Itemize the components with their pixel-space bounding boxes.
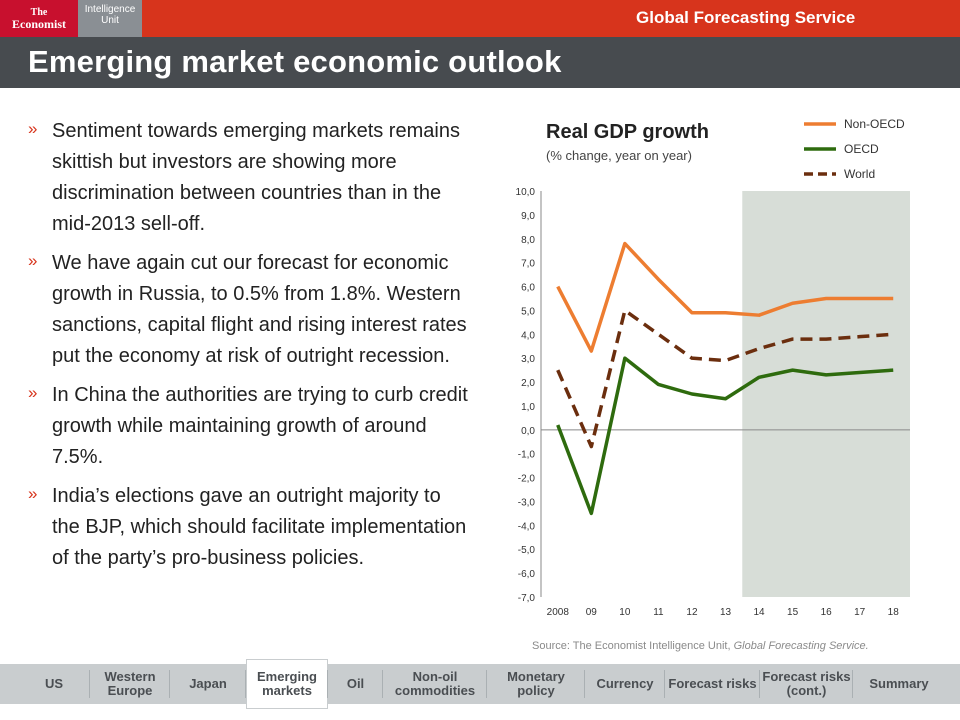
nav-divider bbox=[327, 670, 328, 698]
forecast-shade bbox=[742, 191, 910, 597]
nav-tab-forecast-risks-cont[interactable]: Forecast risks (cont.) bbox=[762, 669, 851, 698]
nav-divider bbox=[245, 670, 246, 698]
nav-divider bbox=[759, 670, 760, 698]
x-tick-label: 10 bbox=[619, 607, 631, 618]
bullet-marker-icon: » bbox=[28, 383, 38, 402]
y-tick-label: -1,0 bbox=[518, 450, 536, 461]
x-tick-label: 12 bbox=[686, 607, 698, 618]
page-title: Emerging market economic outlook bbox=[28, 44, 562, 79]
eiu-logo: Intelligence Unit bbox=[78, 0, 142, 37]
title-bar bbox=[0, 37, 960, 88]
y-tick-label: -3,0 bbox=[518, 497, 536, 508]
service-title: Global Forecasting Service bbox=[636, 8, 856, 27]
x-tick-label: 16 bbox=[821, 607, 833, 618]
x-tick-label: 14 bbox=[753, 607, 765, 618]
bullet-text: We have again cut our forecast for econo… bbox=[52, 252, 467, 367]
nav-tab-monetary-policy[interactable]: Monetary policy bbox=[507, 669, 565, 698]
nav-divider bbox=[584, 670, 585, 698]
y-tick-label: 2,0 bbox=[521, 378, 535, 389]
series-line-world bbox=[556, 308, 894, 449]
nav-tab-japan[interactable]: Japan bbox=[189, 676, 227, 691]
nav-divider bbox=[169, 670, 170, 698]
bullet-marker-icon: » bbox=[28, 251, 38, 270]
x-tick-label: 18 bbox=[888, 607, 900, 618]
nav-tab-us[interactable]: US bbox=[44, 676, 64, 691]
bullet-item: » In China the authorities are trying to… bbox=[28, 380, 468, 473]
y-tick-label: 9,0 bbox=[521, 211, 535, 222]
y-tick-label: -6,0 bbox=[518, 569, 536, 580]
bullet-text: Sentiment towards emerging markets remai… bbox=[52, 120, 460, 235]
x-tick-label: 17 bbox=[854, 607, 866, 618]
y-tick-label: -4,0 bbox=[518, 521, 536, 532]
section-nav-bar: US Western Europe Japan Emerging markets Oil… bbox=[0, 659, 960, 709]
chart-title: Real GDP growth bbox=[546, 121, 709, 143]
nav-tab-emerging-markets[interactable]: Emerging markets bbox=[246, 659, 328, 709]
bullet-list: » Sentiment towards emerging markets rem… bbox=[28, 116, 468, 582]
gdp-line-chart: 10,0 9,0 8,0 7,0 6,0 5,0 4,0 3,0 2,0 1,0 0,0 -1,0 -2… bbox=[516, 117, 910, 618]
y-tick-label: 0,0 bbox=[521, 426, 535, 437]
chart-subtitle: (% change, year on year) bbox=[546, 148, 692, 163]
bullet-marker-icon: » bbox=[28, 119, 38, 138]
x-tick-label: 2008 bbox=[547, 607, 570, 618]
legend-label: OECD bbox=[844, 142, 879, 156]
bullet-text: In China the authorities are trying to c… bbox=[52, 384, 468, 468]
y-tick-label: 6,0 bbox=[521, 283, 535, 294]
economist-logo: The Economist bbox=[0, 0, 78, 37]
y-tick-label: 7,0 bbox=[521, 259, 535, 270]
legend-label: Non-OECD bbox=[844, 117, 905, 131]
series-line-non-oecd bbox=[556, 241, 894, 353]
y-tick-label: 5,0 bbox=[521, 306, 535, 317]
y-tick-label: 1,0 bbox=[521, 402, 535, 413]
eiu-logo-line2: Unit bbox=[101, 15, 119, 26]
bullet-item: » India’s elections gave an outright maj… bbox=[28, 481, 468, 574]
economist-logo-line1: The bbox=[30, 7, 48, 18]
x-tick-label: 13 bbox=[720, 607, 732, 618]
y-tick-label: 4,0 bbox=[521, 330, 535, 341]
top-bar bbox=[0, 0, 960, 37]
nav-tab-western-europe[interactable]: Western Europe bbox=[104, 669, 156, 698]
x-tick-label: 11 bbox=[653, 607, 664, 618]
y-tick-label: 3,0 bbox=[521, 354, 535, 365]
nav-divider bbox=[382, 670, 383, 698]
y-tick-label: -2,0 bbox=[518, 474, 536, 485]
nav-divider bbox=[852, 670, 853, 698]
nav-divider bbox=[89, 670, 90, 698]
chart-source: Source: The Economist Intelligence Unit,… bbox=[532, 639, 912, 653]
nav-tab-currency[interactable]: Currency bbox=[596, 676, 654, 691]
y-tick-label: -5,0 bbox=[518, 545, 536, 556]
series-line-oecd bbox=[556, 356, 894, 516]
eiu-logo-line1: Intelligence bbox=[84, 4, 136, 15]
bullet-text: India’s elections gave an outright major… bbox=[52, 485, 467, 569]
economist-logo-line2: Economist bbox=[12, 17, 66, 31]
bullet-item: » Sentiment towards emerging markets rem… bbox=[28, 116, 468, 240]
nav-tab-summary[interactable]: Summary bbox=[869, 676, 929, 691]
bullet-marker-icon: » bbox=[28, 484, 38, 503]
source-publication: Global Forecasting Service. bbox=[733, 640, 869, 652]
x-tick-label: 09 bbox=[586, 607, 598, 618]
nav-tab-forecast-risks[interactable]: Forecast risks bbox=[668, 676, 757, 691]
legend-label: World bbox=[844, 167, 875, 181]
nav-divider bbox=[486, 670, 487, 698]
bullet-item: » We have again cut our forecast for eco… bbox=[28, 248, 468, 372]
y-tick-label: 8,0 bbox=[521, 235, 535, 246]
source-prefix: Source: The Economist Intelligence Unit, bbox=[532, 640, 731, 652]
y-tick-label: 10,0 bbox=[516, 187, 536, 198]
nav-tab-oil[interactable]: Oil bbox=[346, 676, 365, 691]
nav-tab-non-oil-commodities[interactable]: Non-oil commodities bbox=[394, 669, 476, 698]
nav-divider bbox=[664, 670, 665, 698]
y-tick-label: -7,0 bbox=[518, 593, 536, 604]
x-tick-label: 15 bbox=[787, 607, 799, 618]
